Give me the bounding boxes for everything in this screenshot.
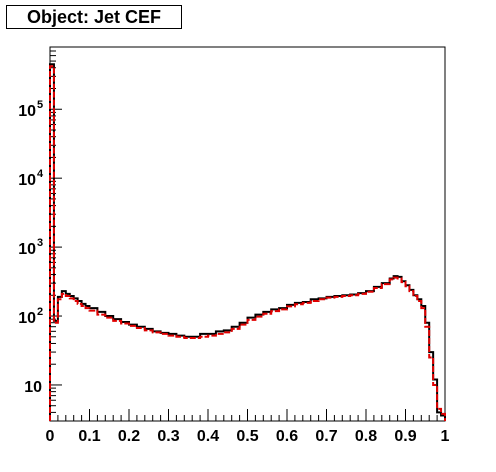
- x-tick-label: 0.3: [157, 428, 179, 445]
- x-tick-label: 0.6: [276, 428, 298, 445]
- x-tick-label: 0.8: [355, 428, 377, 445]
- y-tick-label: 10: [24, 379, 42, 396]
- y-tick-exponent: 3: [37, 237, 43, 249]
- chart-title: Object: Jet CEF: [6, 5, 182, 29]
- x-tick-label: 0.5: [236, 428, 258, 445]
- y-tick-label: 10: [18, 241, 36, 258]
- axes: [49, 46, 446, 422]
- y-tick-exponent: 2: [37, 306, 43, 318]
- x-tick-label: 0.9: [394, 428, 416, 445]
- series-1-line: [49, 63, 446, 421]
- series-2-line: [49, 65, 446, 421]
- y-tick-label: 10: [18, 172, 36, 189]
- plot-frame: [49, 46, 446, 422]
- x-tick-label: 1: [441, 428, 450, 445]
- x-tick-label: 0.7: [315, 428, 337, 445]
- series-layer: [49, 63, 446, 421]
- x-tick-label: 0.4: [197, 428, 219, 445]
- x-tick-label: 0.1: [78, 428, 100, 445]
- y-tick-exponent: 4: [37, 168, 44, 180]
- y-tick-label: 10: [18, 310, 36, 327]
- y-tick-exponent: 5: [37, 99, 43, 111]
- y-tick-label: 10: [18, 103, 36, 120]
- x-tick-label: 0.2: [118, 428, 140, 445]
- x-tick-label: 0: [46, 428, 55, 445]
